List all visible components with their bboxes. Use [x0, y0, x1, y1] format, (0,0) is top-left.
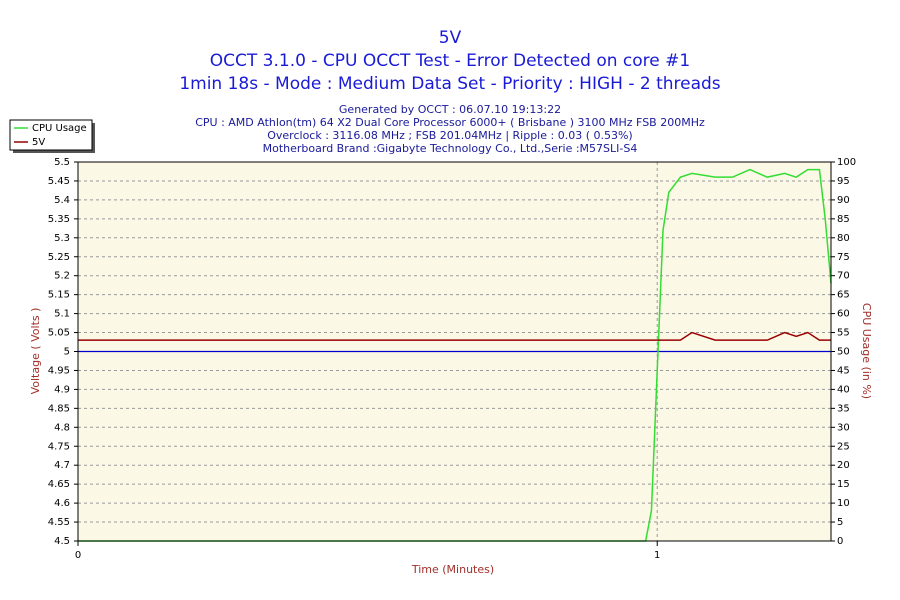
chart-title: 1min 18s - Mode : Medium Data Set - Prio… — [179, 74, 720, 94]
legend-label: CPU Usage — [32, 123, 87, 134]
y2-tick-label: 90 — [837, 195, 850, 206]
y-tick-label: 5.5 — [54, 157, 70, 168]
y2-tick-label: 5 — [837, 517, 843, 528]
y-tick-label: 5.45 — [48, 176, 70, 187]
legend-box — [9, 119, 93, 151]
y-tick-label: 4.95 — [48, 365, 70, 376]
y-tick-label: 4.9 — [54, 384, 70, 395]
y2-tick-label: 10 — [837, 498, 850, 509]
y-axis-label: Voltage ( Volts ) — [29, 308, 42, 395]
y2-tick-label: 30 — [837, 422, 850, 433]
series-line — [78, 168, 832, 542]
y-tick-label: 5.25 — [48, 252, 70, 263]
y2-tick-label: 75 — [837, 252, 850, 263]
y-tick-label: 4.65 — [48, 479, 70, 490]
y2-tick-label: 55 — [837, 328, 850, 339]
y2-tick-label: 70 — [837, 271, 850, 282]
y-tick-label: 5.2 — [54, 271, 70, 282]
chart-title: OCCT 3.1.0 - CPU OCCT Test - Error Detec… — [210, 51, 690, 71]
y2-tick-label: 80 — [837, 233, 850, 244]
y2-tick-label: 50 — [837, 347, 850, 358]
x-tick-label: 0 — [75, 550, 81, 561]
legend-label: 5V — [32, 137, 45, 148]
y2-tick-label: 0 — [837, 536, 843, 547]
y2-axis-label: CPU Usage (in %) — [860, 303, 873, 399]
detail: Generated by OCCT : 06.07.10 19:13:22 — [339, 103, 561, 116]
plot-border — [77, 161, 832, 542]
detail: Overclock : 3116.08 MHz ; FSB 201.04MHz … — [267, 129, 632, 142]
y-tick-label: 5 — [64, 347, 70, 358]
y2-tick-label: 45 — [837, 365, 850, 376]
y-tick-label: 4.6 — [54, 498, 70, 509]
detail: CPU : AMD Athlon(tm) 64 X2 Dual Core Pro… — [195, 116, 705, 129]
y2-tick-label: 40 — [837, 384, 850, 395]
y-tick-label: 5.4 — [54, 195, 70, 206]
series-line — [78, 331, 831, 341]
y-tick-label: 5.15 — [48, 290, 70, 301]
y2-tick-label: 25 — [837, 441, 850, 452]
y-tick-label: 4.85 — [48, 403, 70, 414]
y2-tick-label: 100 — [837, 157, 856, 168]
detail: Motherboard Brand :Gigabyte Technology C… — [263, 142, 638, 155]
y2-tick-label: 95 — [837, 176, 850, 187]
x-axis-label: Time (Minutes) — [411, 563, 494, 576]
y2-tick-label: 60 — [837, 309, 850, 320]
y-tick-label: 5.05 — [48, 328, 70, 339]
y-tick-label: 4.7 — [54, 460, 70, 471]
chart-title: 5V — [439, 28, 462, 48]
y-tick-label: 5.1 — [54, 309, 70, 320]
y-tick-label: 4.75 — [48, 441, 70, 452]
y2-tick-label: 15 — [837, 479, 850, 490]
y-tick-label: 5.3 — [54, 233, 70, 244]
y-tick-label: 4.55 — [48, 517, 70, 528]
y2-tick-label: 65 — [837, 290, 850, 301]
y-tick-label: 5.35 — [48, 214, 70, 225]
x-tick-label: 1 — [654, 550, 660, 561]
y-tick-label: 4.5 — [54, 536, 70, 547]
y-tick-label: 4.8 — [54, 422, 70, 433]
y2-tick-label: 85 — [837, 214, 850, 225]
y2-tick-label: 35 — [837, 403, 850, 414]
y2-tick-label: 20 — [837, 460, 850, 471]
